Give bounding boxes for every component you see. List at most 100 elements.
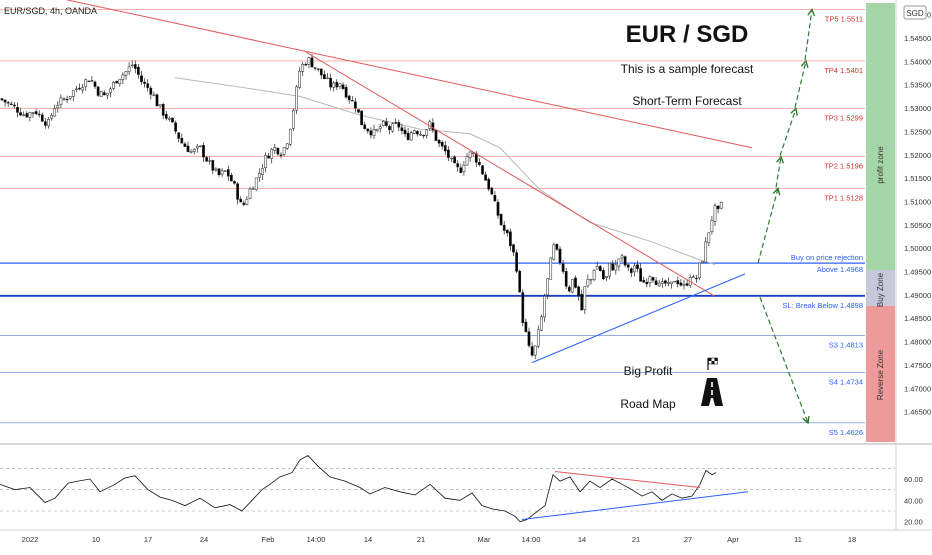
candle-down [279, 154, 283, 156]
candle-up [378, 126, 382, 129]
candle-up [605, 276, 608, 278]
time-tick-label: 17 [144, 535, 152, 544]
candle-up [285, 143, 289, 149]
candle-down [65, 98, 69, 101]
level-label: TP3 1.5299 [824, 114, 863, 123]
candle-down [636, 264, 639, 269]
time-tick-label: 14:00 [522, 535, 541, 544]
forecast-arrow [804, 9, 813, 61]
price-tick-label: 1.53500 [904, 81, 931, 90]
candle-down [626, 264, 630, 268]
level-label: Above 1.4968 [817, 265, 863, 274]
candle-up [583, 286, 587, 310]
candle-down [406, 132, 410, 141]
candle-up [540, 316, 543, 331]
candle-up [543, 295, 546, 318]
time-tick-label: Mar [478, 535, 491, 544]
forecast-arrow-head [807, 8, 816, 17]
time-tick-label: 14 [364, 535, 372, 544]
candle-down [521, 292, 525, 323]
candle-down [509, 231, 512, 247]
forecast-arrow-head [802, 415, 810, 425]
candle-up [53, 108, 57, 117]
forecast-arrow [775, 156, 782, 188]
candle-down [388, 125, 391, 130]
candle-down [37, 113, 41, 116]
symbol-label[interactable]: EUR/SGD, 4h, OANDA [4, 6, 97, 16]
candle-up [468, 151, 472, 158]
candle-up [124, 71, 128, 76]
candle-up [667, 282, 670, 284]
candle-up [533, 345, 537, 356]
candle-up [71, 90, 75, 97]
candle-up [245, 198, 249, 205]
level-label: SL: Break Below 1.4898 [783, 301, 863, 310]
candle-down [316, 68, 320, 70]
candle-down [629, 268, 633, 273]
candle-up [648, 276, 652, 283]
candle-down [598, 266, 602, 271]
candle-down [96, 86, 100, 96]
candle-up [130, 64, 134, 67]
candle-down [90, 80, 94, 82]
price-tick-label: 1.54000 [904, 57, 931, 66]
price-tick-label: 1.53000 [904, 104, 931, 113]
candle-up [670, 281, 673, 284]
candle-up [614, 264, 618, 271]
candle-up [713, 205, 717, 222]
candle-down [481, 165, 484, 175]
level-lines: TP5 1.5511 TP4 1.5401 TP3 1.5299 TP2 1.5196… [0, 9, 865, 437]
candle-up [106, 92, 109, 96]
candle-up [425, 129, 429, 136]
candle-down [171, 117, 174, 123]
candle-up [273, 147, 277, 151]
forecast-label: Short-Term Forecast [632, 94, 742, 108]
candle-down [335, 81, 339, 88]
candle-up [292, 110, 295, 129]
candle-up [617, 258, 621, 267]
candle-up [28, 112, 32, 118]
candle-down [13, 104, 16, 107]
candle-down [447, 149, 450, 158]
candle-down [323, 74, 326, 80]
level-label: S4 1.4734 [829, 377, 863, 386]
level-label: S5 1.4626 [829, 428, 863, 437]
ma-line [174, 77, 716, 266]
reverse-zone-label: Reverse Zone [876, 349, 885, 400]
candle-up [152, 94, 156, 96]
candle-up [59, 97, 63, 105]
price-tick-label: 1.48500 [904, 314, 931, 323]
rsi-tick-label: 20.00 [904, 518, 923, 527]
candle-down [319, 68, 323, 76]
candle-up [254, 177, 258, 190]
time-tick-label: 2022 [22, 535, 39, 544]
candle-down [558, 248, 562, 263]
candle-up [657, 282, 661, 287]
candle-up [391, 123, 394, 132]
candle-up [264, 155, 267, 168]
rsi-trendline [554, 471, 701, 489]
candle-up [75, 88, 78, 90]
candle-up [220, 170, 224, 175]
candle-down [155, 94, 159, 107]
candle-down [577, 286, 580, 296]
level-label: Buy on price rejection [791, 253, 863, 262]
candle-up [701, 261, 704, 263]
buy-zone-label: Buy Zone [876, 272, 885, 307]
candle-up [549, 257, 553, 280]
price-tick-label: 1.50500 [904, 221, 931, 230]
price-tick-label: 1.52500 [904, 127, 931, 136]
rsi-tick-label: 60.00 [904, 475, 923, 484]
candle-down [664, 280, 667, 284]
candle-down [515, 252, 518, 272]
candle-up [189, 151, 193, 153]
candle-up [68, 96, 72, 99]
candle-down [344, 87, 348, 98]
candles [0, 53, 723, 360]
time-tick-label: 14 [578, 535, 586, 544]
currency-badge[interactable] [903, 5, 927, 20]
candle-down [276, 147, 280, 155]
candle-up [112, 81, 115, 89]
candle-down [34, 111, 38, 115]
